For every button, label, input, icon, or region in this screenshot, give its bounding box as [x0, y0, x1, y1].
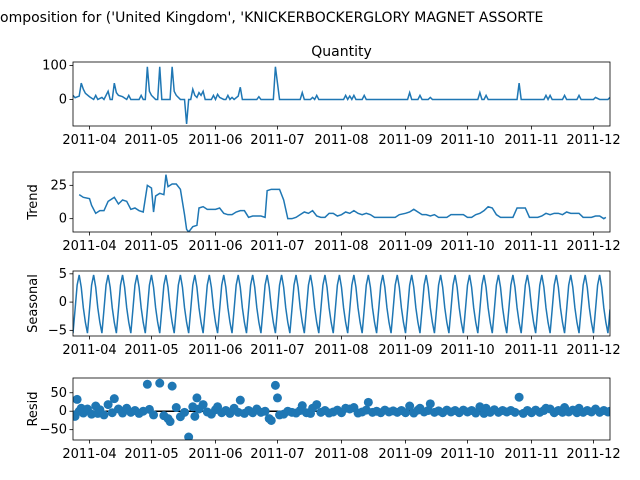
resid-point [142, 379, 152, 389]
resid-point [198, 400, 208, 410]
resid-xtick-label: 2011-06 [188, 447, 242, 462]
quantity-xtick-label: 2011-05 [124, 133, 178, 148]
trend-xtick-label: 2011-09 [378, 239, 432, 254]
resid-point [363, 397, 373, 407]
trend-xtick-label: 2011-04 [62, 239, 116, 254]
trend-ytick-label: 0 [59, 212, 67, 227]
quantity-ytick-label: 0 [59, 92, 67, 107]
resid-ytick-label: 0 [59, 404, 67, 419]
resid-point [73, 394, 82, 404]
trend-panel: 0 25 2011-04 2011-05 2011-06 2011-07 2011-08 20… [26, 171, 621, 254]
trend-frame [72, 171, 611, 233]
resid-xtick-label: 2011-09 [378, 447, 432, 462]
quantity-xtick-label: 2011-09 [378, 133, 432, 148]
resid-point [510, 407, 520, 417]
trend-ytick-label: 25 [50, 178, 67, 193]
seasonal-xtick-label: 2011-05 [124, 343, 178, 358]
resid-xtick-label: 2011-12 [566, 447, 620, 462]
seasonal-ytick-label: 5 [59, 267, 67, 282]
quantity-xtick-label: 2011-10 [440, 133, 494, 148]
trend-xtick-label: 2011-08 [314, 239, 368, 254]
resid-point [180, 407, 190, 417]
resid-point [297, 401, 307, 411]
seasonal-frame [72, 270, 611, 337]
resid-xtick-label: 2011-11 [504, 447, 558, 462]
seasonal-xtick-label: 2011-10 [440, 343, 494, 358]
seasonal-xtick-label: 2011-07 [250, 343, 304, 358]
resid-point [266, 415, 276, 425]
resid-point [605, 406, 610, 416]
resid-points [73, 378, 610, 440]
resid-point [514, 392, 524, 402]
trend-xtick-label: 2011-10 [440, 239, 494, 254]
resid-ytick-label: 50 [50, 386, 67, 401]
seasonal-xtick-label: 2011-12 [566, 343, 620, 358]
seasonal-xtick-label: 2011-04 [62, 343, 116, 358]
resid-ytick-label: −50 [40, 423, 67, 438]
quantity-panel: 0 100 2011-04 2011-05 2011-06 2011-07 2011-08 2… [42, 44, 620, 148]
seasonal-xtick-label: 2011-09 [378, 343, 432, 358]
resid-point [167, 381, 177, 391]
quantity-xtick-label: 2011-04 [62, 133, 116, 148]
quantity-xtick-label: 2011-08 [314, 133, 368, 148]
quantity-xtick-label: 2011-07 [250, 133, 304, 148]
resid-point [270, 380, 280, 390]
resid-point [184, 432, 194, 440]
seasonal-ytick-label: 0 [59, 295, 67, 310]
resid-point [401, 408, 411, 418]
resid-point [405, 401, 415, 411]
quantity-ytick-label: 100 [42, 58, 67, 73]
resid-xtick-label: 2011-05 [124, 447, 178, 462]
seasonal-xtick-label: 2011-06 [188, 343, 242, 358]
seasonal-line [73, 274, 610, 334]
resid-xtick-label: 2011-10 [440, 447, 494, 462]
quantity-xtick-label: 2011-11 [504, 133, 558, 148]
resid-point [235, 395, 245, 405]
trend-xtick-label: 2011-05 [124, 239, 178, 254]
resid-point [171, 403, 181, 413]
trend-xtick-label: 2011-07 [250, 239, 304, 254]
figure-title: omposition for ('United Kingdom', 'KNICK… [0, 10, 543, 26]
quantity-title: Quantity [311, 44, 372, 60]
seasonal-ytick-label: −5 [48, 323, 67, 338]
resid-point [99, 410, 109, 420]
resid-point [149, 410, 159, 420]
trend-line [78, 174, 607, 232]
seasonal-ylabel: Seasonal [26, 274, 41, 333]
resid-point [155, 378, 165, 388]
resid-point [425, 399, 435, 409]
seasonal-xtick-label: 2011-08 [314, 343, 368, 358]
resid-point [190, 411, 200, 421]
trend-xtick-label: 2011-06 [188, 239, 242, 254]
resid-point [103, 400, 113, 410]
seasonal-xtick-label: 2011-11 [504, 343, 558, 358]
seasonal-panel: −5 0 5 2011-04 2011-05 2011-06 2011-07 2011-08 2… [26, 267, 621, 358]
quantity-xtick-label: 2011-12 [566, 133, 620, 148]
resid-panel: −50 0 50 2011-04 2011-05 2011-06 2011-07 2011-0… [26, 377, 621, 462]
trend-xtick-label: 2011-12 [566, 239, 620, 254]
resid-point [109, 394, 119, 404]
resid-point [260, 406, 270, 416]
quantity-frame [72, 61, 611, 127]
resid-xtick-label: 2011-04 [62, 447, 116, 462]
resid-ylabel: Resid [26, 391, 41, 426]
trend-ylabel: Trend [26, 184, 41, 221]
resid-xtick-label: 2011-08 [314, 447, 368, 462]
quantity-xtick-label: 2011-06 [188, 133, 242, 148]
resid-point [192, 393, 202, 403]
trend-xtick-label: 2011-11 [504, 239, 558, 254]
quantity-line [73, 66, 610, 125]
resid-point [165, 417, 175, 427]
resid-point [272, 393, 282, 403]
resid-xtick-label: 2011-07 [250, 447, 304, 462]
resid-point [312, 400, 322, 410]
